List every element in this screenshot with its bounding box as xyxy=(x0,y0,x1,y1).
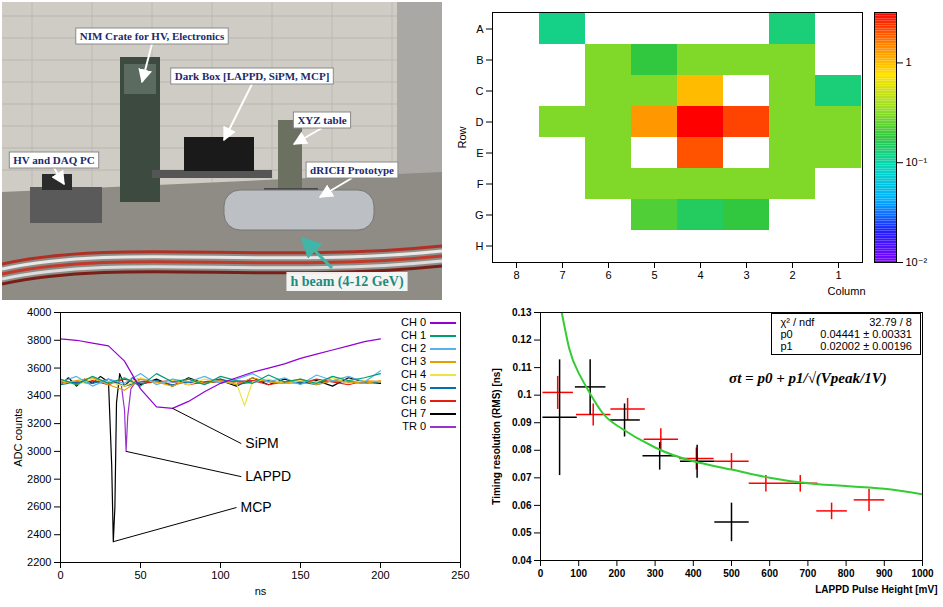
svg-text:NIM Crate for HV, Electronics: NIM Crate for HV, Electronics xyxy=(80,30,225,42)
svg-text:2: 2 xyxy=(789,269,795,281)
svg-text:0.13: 0.13 xyxy=(512,307,532,318)
svg-text:3600: 3600 xyxy=(27,362,51,374)
html-text:0.04441 ± 0.00331: 0.04441 ± 0.00331 xyxy=(820,328,912,340)
svg-text:100: 100 xyxy=(570,568,587,579)
svg-text:0.09: 0.09 xyxy=(512,417,532,428)
svg-text:σt = p0 + p1/√(Vpeak/1V): σt = p0 + p1/√(Vpeak/1V) xyxy=(729,370,887,387)
svg-text:3200: 3200 xyxy=(27,417,51,429)
svg-text:E: E xyxy=(476,147,483,159)
html-text:p0: p0 xyxy=(780,328,793,340)
svg-text:3000: 3000 xyxy=(27,445,51,457)
svg-text:D: D xyxy=(476,116,484,128)
svg-text:1000: 1000 xyxy=(911,568,934,579)
svg-text:50: 50 xyxy=(134,569,146,581)
svg-text:250: 250 xyxy=(451,569,469,581)
svg-text:800: 800 xyxy=(838,568,855,579)
svg-text:2800: 2800 xyxy=(27,473,51,485)
html-text:CH 3: CH 3 xyxy=(400,355,426,367)
svg-text:900: 900 xyxy=(876,568,893,579)
svg-text:G: G xyxy=(475,209,484,221)
svg-text:XYZ table: XYZ table xyxy=(297,114,346,126)
svg-text:Dark Box [LAPPD, SiPM, MCP]: Dark Box [LAPPD, SiPM, MCP] xyxy=(175,70,330,82)
svg-text:0.04: 0.04 xyxy=(512,555,532,566)
svg-text:0.05: 0.05 xyxy=(512,527,532,538)
svg-text:100: 100 xyxy=(211,569,229,581)
html-text:CH 2: CH 2 xyxy=(400,342,426,354)
html-text:CH 1: CH 1 xyxy=(400,329,426,341)
html-text:CH 4: CH 4 xyxy=(400,368,426,380)
svg-text:h beam (4-12 GeV): h beam (4-12 GeV) xyxy=(290,274,403,290)
svg-text:4000: 4000 xyxy=(27,306,51,318)
svg-text:4: 4 xyxy=(697,269,703,281)
svg-text:SiPM: SiPM xyxy=(245,435,278,451)
svg-text:3: 3 xyxy=(743,269,749,281)
svg-text:0.08: 0.08 xyxy=(512,444,532,455)
svg-text:6: 6 xyxy=(605,269,611,281)
svg-text:500: 500 xyxy=(723,568,740,579)
svg-text:ns: ns xyxy=(255,585,267,597)
svg-text:HV and DAQ PC: HV and DAQ PC xyxy=(13,154,94,166)
svg-text:0.07: 0.07 xyxy=(512,472,532,483)
svg-text:10⁻²: 10⁻² xyxy=(906,256,928,268)
svg-text:5: 5 xyxy=(651,269,657,281)
svg-text:A: A xyxy=(476,23,484,35)
svg-text:C: C xyxy=(476,85,484,97)
svg-text:B: B xyxy=(476,54,483,66)
svg-text:8: 8 xyxy=(513,269,519,281)
svg-text:2400: 2400 xyxy=(27,528,51,540)
svg-text:0: 0 xyxy=(538,568,544,579)
svg-text:0.06: 0.06 xyxy=(512,500,532,511)
svg-text:1: 1 xyxy=(835,269,841,281)
svg-text:400: 400 xyxy=(685,568,702,579)
svg-text:0.12: 0.12 xyxy=(512,334,532,345)
svg-text:150: 150 xyxy=(291,569,309,581)
html-text:0.02002 ± 0.00196: 0.02002 ± 0.00196 xyxy=(820,340,912,352)
svg-text:MCP: MCP xyxy=(241,499,272,515)
svg-text:dRICH Prototype: dRICH Prototype xyxy=(310,164,394,176)
svg-text:H: H xyxy=(476,240,484,252)
svg-text:3400: 3400 xyxy=(27,389,51,401)
svg-text:3800: 3800 xyxy=(27,334,51,346)
svg-text:2200: 2200 xyxy=(27,556,51,568)
svg-text:10⁻¹: 10⁻¹ xyxy=(906,156,928,168)
svg-text:600: 600 xyxy=(761,568,778,579)
svg-text:LAPPD: LAPPD xyxy=(245,468,291,484)
svg-text:F: F xyxy=(477,178,484,190)
svg-text:700: 700 xyxy=(800,568,817,579)
html-text:32.79 / 8: 32.79 / 8 xyxy=(869,316,912,328)
svg-text:ADC counts: ADC counts xyxy=(12,408,24,467)
svg-text:0.11: 0.11 xyxy=(513,362,532,373)
html-text:TR 0: TR 0 xyxy=(402,420,426,432)
html-text:CH 6: CH 6 xyxy=(400,394,426,406)
svg-text:200: 200 xyxy=(609,568,626,579)
html-text:CH 7: CH 7 xyxy=(400,407,426,419)
svg-text:300: 300 xyxy=(647,568,664,579)
svg-text:Row: Row xyxy=(456,126,468,148)
svg-text:1: 1 xyxy=(906,56,912,68)
svg-text:2600: 2600 xyxy=(27,500,51,512)
svg-text:Column: Column xyxy=(828,285,866,297)
html-text:χ² / ndf: χ² / ndf xyxy=(780,316,815,328)
svg-text:0: 0 xyxy=(57,569,63,581)
svg-text:Timing resolution (RMS) [ns]: Timing resolution (RMS) [ns] xyxy=(491,368,502,504)
html-text:CH 0: CH 0 xyxy=(400,316,426,328)
svg-text:0.1: 0.1 xyxy=(518,389,532,400)
html-text:p1: p1 xyxy=(780,340,793,352)
svg-text:7: 7 xyxy=(559,269,565,281)
svg-text:LAPPD Pulse Height [mV]: LAPPD Pulse Height [mV] xyxy=(815,584,937,595)
svg-text:200: 200 xyxy=(371,569,389,581)
html-text:CH 5: CH 5 xyxy=(400,381,426,393)
